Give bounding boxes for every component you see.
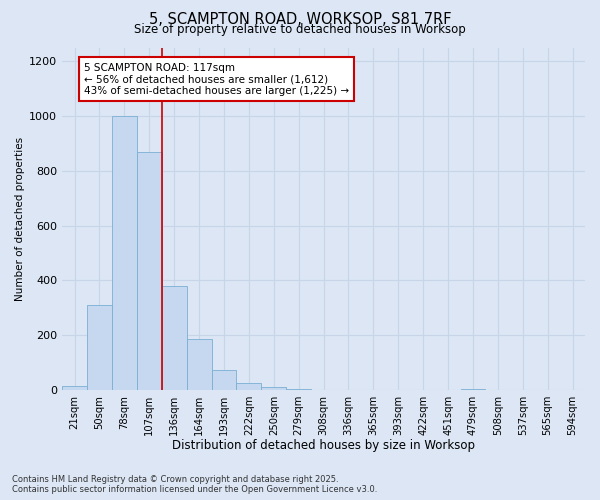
Bar: [212, 370, 236, 390]
Text: Size of property relative to detached houses in Worksop: Size of property relative to detached ho…: [134, 24, 466, 36]
Bar: [262, 388, 286, 390]
Bar: [162, 286, 187, 390]
Bar: [286, 388, 311, 390]
X-axis label: Distribution of detached houses by size in Worksop: Distribution of detached houses by size …: [172, 440, 475, 452]
Text: 5 SCAMPTON ROAD: 117sqm
← 56% of detached houses are smaller (1,612)
43% of semi: 5 SCAMPTON ROAD: 117sqm ← 56% of detache…: [84, 62, 349, 96]
Bar: [112, 116, 137, 390]
Bar: [62, 386, 87, 390]
Bar: [236, 383, 262, 390]
Bar: [87, 305, 112, 390]
Y-axis label: Number of detached properties: Number of detached properties: [15, 136, 25, 301]
Bar: [187, 340, 212, 390]
Text: 5, SCAMPTON ROAD, WORKSOP, S81 7RF: 5, SCAMPTON ROAD, WORKSOP, S81 7RF: [149, 12, 451, 26]
Bar: [461, 388, 485, 390]
Bar: [137, 152, 162, 390]
Text: Contains HM Land Registry data © Crown copyright and database right 2025.
Contai: Contains HM Land Registry data © Crown c…: [12, 474, 377, 494]
